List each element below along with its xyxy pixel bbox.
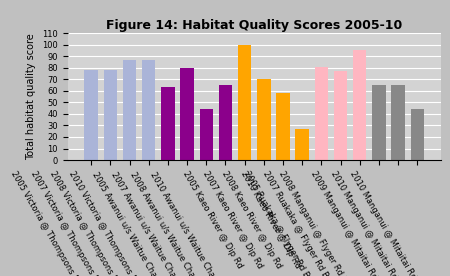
Bar: [353, 51, 366, 160]
Bar: [334, 71, 347, 160]
Bar: [238, 45, 252, 160]
Bar: [315, 67, 328, 160]
Bar: [372, 85, 386, 160]
Bar: [85, 70, 98, 160]
Bar: [180, 68, 194, 160]
Y-axis label: Total habitat quality score: Total habitat quality score: [27, 33, 36, 160]
Bar: [276, 93, 290, 160]
Bar: [410, 109, 424, 160]
Bar: [123, 60, 136, 160]
Bar: [161, 87, 175, 160]
Bar: [200, 109, 213, 160]
Bar: [104, 70, 117, 160]
Bar: [392, 85, 405, 160]
Bar: [296, 129, 309, 160]
Bar: [257, 79, 270, 160]
Bar: [219, 85, 232, 160]
Bar: [142, 60, 155, 160]
Title: Figure 14: Habitat Quality Scores 2005-10: Figure 14: Habitat Quality Scores 2005-1…: [106, 19, 402, 32]
